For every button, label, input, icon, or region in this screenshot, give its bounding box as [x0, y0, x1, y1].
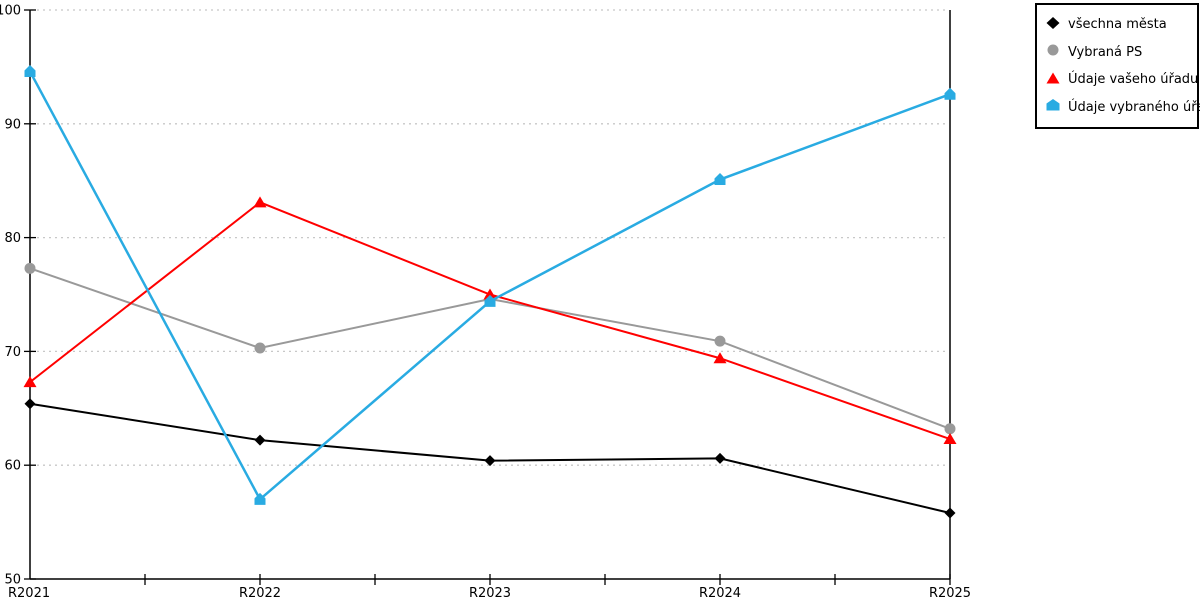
x-axis-label: R2025 — [929, 586, 971, 600]
data-point-marker — [944, 507, 956, 519]
data-point-marker — [714, 452, 726, 464]
legend-item: Údaje vašeho úřadu — [1046, 72, 1199, 88]
x-axis-label: R2022 — [239, 586, 281, 600]
legend-label: Vybraná PS — [1068, 44, 1143, 60]
data-point-marker — [944, 87, 956, 100]
data-point-marker — [24, 262, 36, 274]
x-axis-label: R2021 — [8, 586, 50, 600]
x-axis-label: R2024 — [699, 586, 741, 600]
pentagon-icon — [1046, 99, 1060, 115]
data-point-marker — [713, 352, 727, 364]
legend-item: Vybraná PS — [1046, 44, 1197, 60]
legend-item: Údaje vybraného úřadu — [1046, 99, 1200, 115]
data-point-marker — [484, 294, 496, 307]
series-line — [28, 70, 951, 502]
y-axis-label: 100 — [0, 4, 21, 19]
data-point-marker — [714, 173, 726, 186]
data-point-marker — [254, 342, 266, 354]
data-point-marker — [253, 196, 267, 208]
diamond-icon — [1046, 16, 1060, 33]
triangle-icon — [1046, 72, 1060, 88]
y-axis-label: 50 — [4, 573, 21, 588]
data-point-marker — [254, 434, 266, 446]
data-point-marker — [254, 492, 266, 505]
data-point-marker — [484, 455, 496, 467]
legend-label: všechna města — [1068, 17, 1167, 33]
y-axis-label: 80 — [4, 231, 21, 246]
data-point-marker — [24, 398, 36, 410]
legend-item: všechna města — [1046, 16, 1197, 33]
data-point-marker — [943, 433, 957, 445]
data-point-marker — [24, 64, 36, 77]
data-point-marker — [23, 376, 37, 388]
data-point-marker — [944, 423, 956, 435]
y-axis-label: 90 — [4, 117, 21, 132]
y-axis-label: 60 — [4, 459, 21, 474]
x-axis-label: R2023 — [469, 586, 511, 600]
circle-icon — [1046, 44, 1060, 60]
y-axis-label: 70 — [4, 345, 21, 360]
data-point-marker — [714, 335, 726, 347]
legend-label: Údaje vybraného úřadu — [1068, 99, 1200, 115]
legend-label: Údaje vašeho úřadu — [1068, 72, 1199, 88]
data-point-marker — [483, 288, 497, 300]
legend: všechna města Vybraná PS Údaje vašeho úřad… — [1035, 3, 1200, 129]
